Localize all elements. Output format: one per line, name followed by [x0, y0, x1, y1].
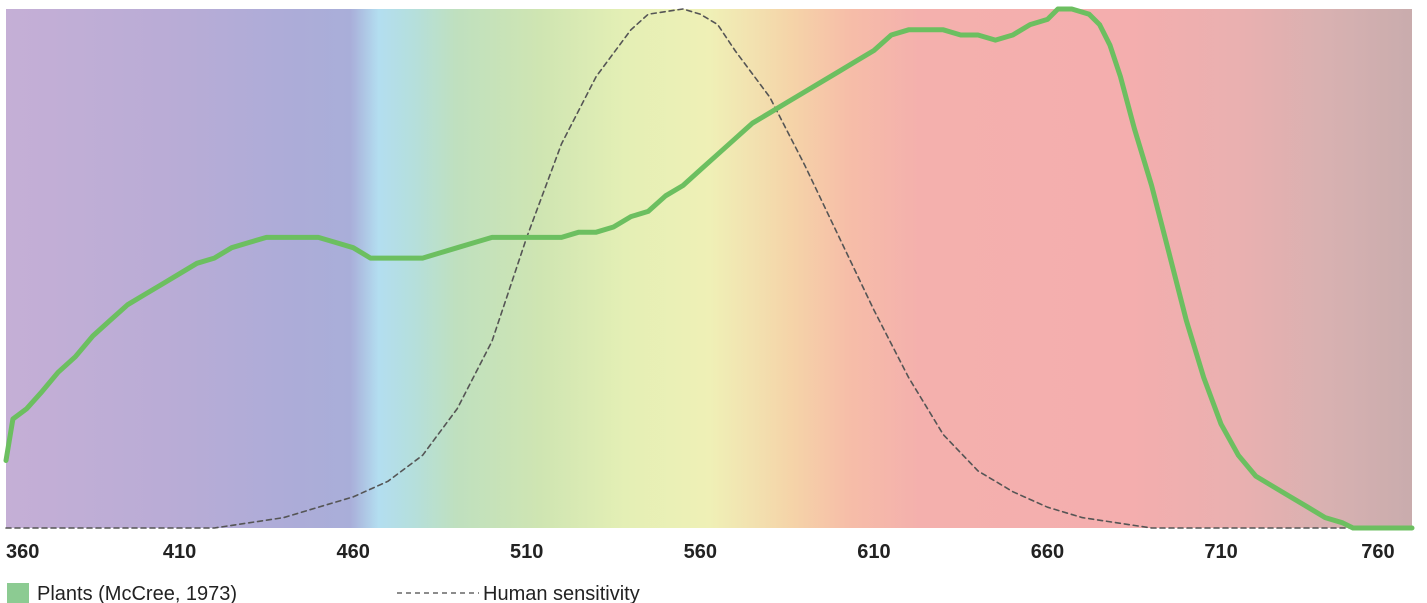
plants-mccree-line — [3, 6, 1415, 531]
x-tick-label: 360 — [6, 541, 39, 563]
legend: Plants (McCree, 1973) Human sensitivity — [7, 583, 640, 603]
x-tick-label: 710 — [1204, 541, 1237, 563]
legend-human-label: Human sensitivity — [483, 583, 640, 603]
spectrum-background — [6, 9, 1412, 528]
series-layer — [3, 6, 1415, 531]
x-tick-label: 610 — [857, 541, 890, 563]
x-tick-label: 510 — [510, 541, 543, 563]
x-axis-ticks: 360 410 460 510 560 610 660 710 760 — [6, 541, 1395, 563]
x-tick-label: 410 — [163, 541, 196, 563]
legend-plants-swatch — [7, 583, 29, 603]
x-tick-label: 560 — [684, 541, 717, 563]
x-tick-label: 660 — [1031, 541, 1064, 563]
human-sensitivity-line — [5, 8, 1413, 529]
x-tick-label: 760 — [1361, 541, 1394, 563]
x-tick-label: 460 — [336, 541, 369, 563]
legend-plants-label: Plants (McCree, 1973) — [37, 583, 237, 603]
